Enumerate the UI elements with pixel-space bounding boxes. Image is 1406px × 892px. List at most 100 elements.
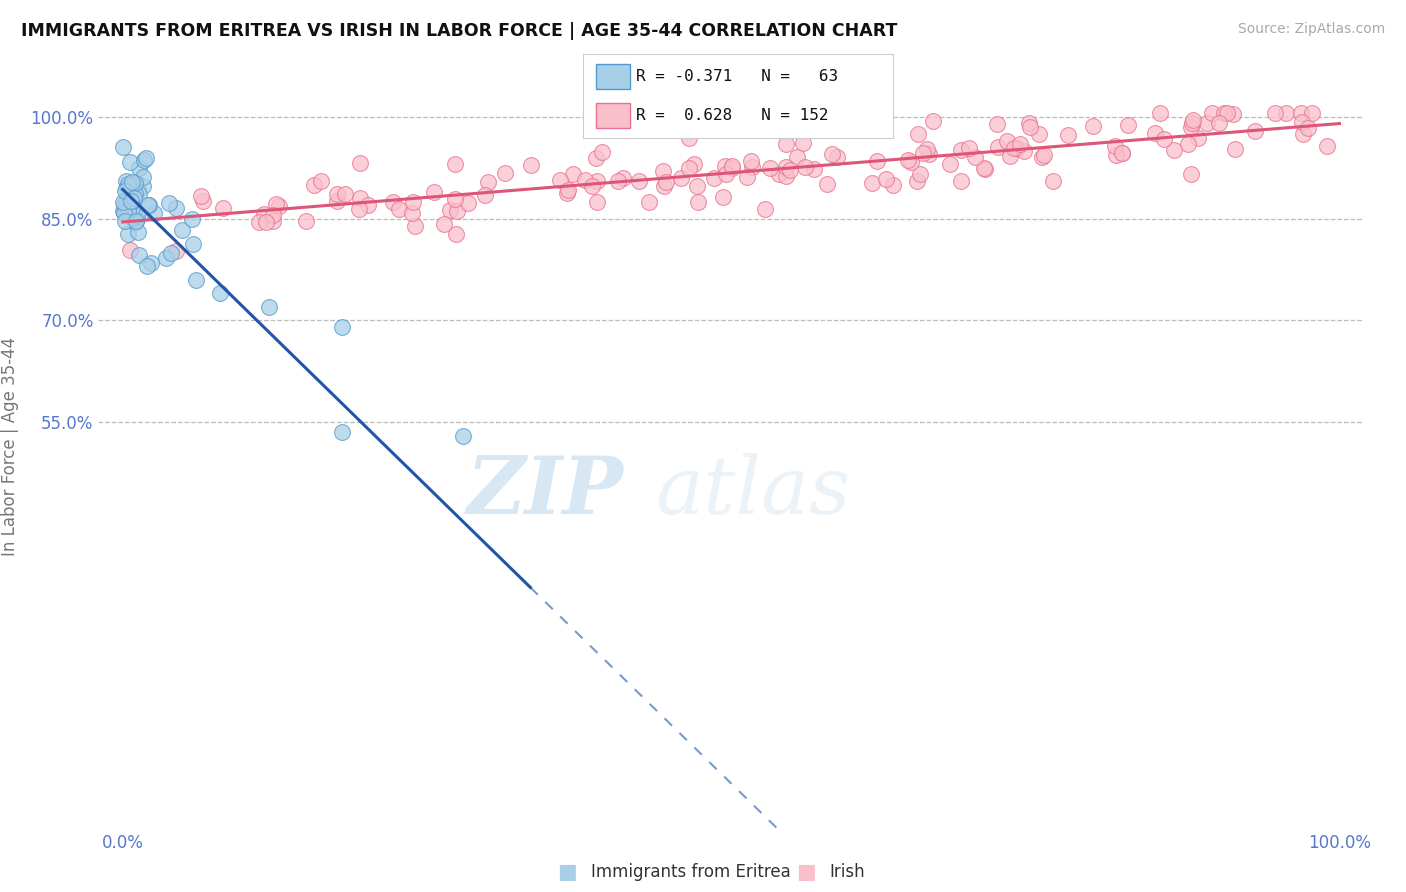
- Point: [114, 184, 136, 198]
- Point: [121, 194, 143, 208]
- Point: [957, 141, 980, 155]
- Point: [127, 183, 149, 197]
- Point: [117, 179, 139, 194]
- Point: [115, 179, 138, 194]
- Point: [257, 300, 280, 314]
- Point: [1105, 148, 1128, 162]
- Point: [388, 202, 411, 216]
- Point: [262, 213, 284, 227]
- Point: [127, 211, 149, 226]
- Point: [122, 194, 145, 209]
- Point: [132, 179, 155, 194]
- Point: [792, 136, 814, 150]
- Point: [184, 273, 207, 287]
- Point: [401, 206, 423, 220]
- Point: [912, 145, 935, 160]
- Point: [124, 215, 146, 229]
- Point: [212, 202, 235, 216]
- Point: [247, 215, 270, 229]
- Point: [121, 201, 143, 215]
- Text: Immigrants from Eritrea: Immigrants from Eritrea: [591, 863, 790, 881]
- Text: ZIP: ZIP: [467, 453, 623, 531]
- Point: [1201, 106, 1223, 120]
- Point: [1111, 145, 1133, 160]
- Point: [443, 192, 465, 206]
- Point: [683, 157, 706, 171]
- Point: [669, 171, 692, 186]
- Point: [735, 169, 758, 184]
- Point: [678, 161, 700, 175]
- Point: [1033, 148, 1056, 162]
- Point: [768, 167, 790, 181]
- Point: [136, 198, 159, 212]
- Point: [114, 214, 136, 228]
- Point: [882, 178, 904, 192]
- Point: [357, 198, 380, 212]
- Point: [190, 189, 212, 203]
- Text: ■: ■: [557, 863, 576, 882]
- Point: [115, 182, 138, 196]
- Point: [127, 225, 149, 239]
- Point: [973, 162, 995, 177]
- Point: [269, 199, 291, 213]
- Point: [132, 153, 155, 167]
- Point: [1181, 116, 1204, 130]
- Point: [1187, 130, 1209, 145]
- Point: [264, 197, 287, 211]
- Point: [446, 204, 468, 219]
- Point: [1116, 118, 1139, 132]
- Point: [262, 208, 284, 222]
- Text: ■: ■: [796, 863, 815, 882]
- Point: [122, 202, 145, 217]
- Point: [309, 174, 332, 188]
- Point: [775, 169, 797, 183]
- Point: [433, 217, 456, 231]
- Point: [326, 194, 349, 208]
- Point: [330, 320, 353, 334]
- Text: Source: ZipAtlas.com: Source: ZipAtlas.com: [1237, 22, 1385, 37]
- Point: [803, 161, 825, 176]
- Point: [548, 173, 571, 187]
- Point: [1149, 106, 1171, 120]
- Point: [678, 131, 700, 145]
- Point: [112, 205, 135, 219]
- Point: [1292, 127, 1315, 141]
- Point: [183, 236, 205, 251]
- Point: [302, 178, 325, 192]
- Point: [347, 202, 370, 216]
- Point: [720, 159, 742, 173]
- Point: [121, 175, 143, 189]
- Text: IMMIGRANTS FROM ERITREA VS IRISH IN LABOR FORCE | AGE 35-44 CORRELATION CHART: IMMIGRANTS FROM ERITREA VS IRISH IN LABO…: [21, 22, 897, 40]
- Point: [775, 136, 797, 151]
- Point: [741, 160, 763, 174]
- Text: Irish: Irish: [830, 863, 865, 881]
- Point: [444, 157, 467, 171]
- Point: [128, 248, 150, 262]
- Point: [165, 201, 187, 215]
- Point: [124, 187, 146, 202]
- Point: [330, 425, 353, 440]
- Point: [142, 206, 165, 220]
- Point: [519, 158, 541, 172]
- Point: [120, 191, 142, 205]
- Point: [295, 213, 318, 227]
- Point: [155, 251, 177, 265]
- Point: [606, 174, 628, 188]
- Point: [117, 204, 139, 219]
- Point: [333, 186, 356, 201]
- Point: [253, 207, 276, 221]
- Point: [779, 163, 801, 178]
- Point: [987, 139, 1010, 153]
- Point: [821, 147, 844, 161]
- Point: [786, 150, 808, 164]
- Point: [686, 195, 709, 210]
- Point: [995, 134, 1018, 148]
- Point: [1104, 139, 1126, 153]
- Point: [1264, 106, 1286, 120]
- Point: [1180, 167, 1202, 181]
- Point: [1081, 119, 1104, 133]
- Point: [1018, 116, 1040, 130]
- Point: [713, 159, 735, 173]
- Point: [474, 187, 496, 202]
- Point: [349, 156, 371, 170]
